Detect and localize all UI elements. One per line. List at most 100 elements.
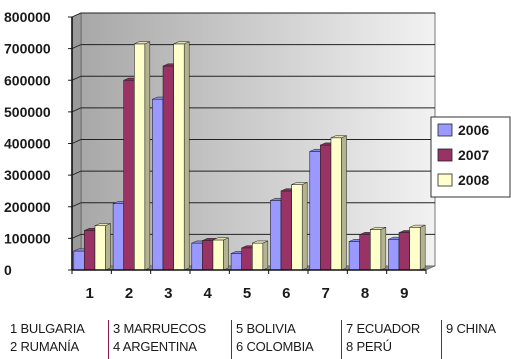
x-tick-label: 7	[321, 285, 329, 302]
gridline	[71, 12, 435, 18]
bar-side	[419, 224, 426, 271]
legend-label-2007: 2007	[458, 147, 489, 163]
gridline	[71, 107, 435, 113]
bar-top	[134, 41, 150, 45]
legend-swatch-2007	[437, 148, 453, 162]
gridline	[71, 75, 435, 81]
country-key: 1 BULGARIA 2 RUMANÍA 3 MARRUECOS 4 ARGEN…	[0, 320, 511, 359]
country-label: 5 BOLIVIA	[236, 321, 296, 336]
x-tick-label: 9	[400, 285, 408, 302]
country-label: 3 MARRUECOS	[113, 321, 207, 336]
y-tick-label: 600000	[4, 72, 51, 88]
bar-side	[144, 41, 151, 271]
x-tick-label: 8	[361, 285, 369, 302]
x-tick-label: 1	[85, 285, 93, 302]
x-axis-tick-labels: 1 2 3 4 5 6 7 8 9	[85, 285, 408, 302]
bar-front	[241, 247, 253, 271]
country-label: 6 COLOMBIA	[236, 339, 314, 354]
bar-front	[212, 239, 224, 271]
bar-front	[162, 65, 174, 271]
bar-front	[134, 43, 146, 271]
bar-2008-cat-6	[291, 182, 308, 271]
legend: 2006 2007 2008	[430, 116, 511, 198]
bar-front	[398, 232, 410, 271]
bar-side	[262, 240, 269, 271]
bar-side	[341, 135, 347, 271]
bar-side	[223, 237, 229, 271]
y-tick-label: 300000	[4, 167, 51, 183]
bar-front	[280, 190, 292, 271]
bar-front	[409, 227, 421, 271]
country-label: 1 BULGARIA	[10, 321, 85, 336]
bar-front	[152, 98, 164, 271]
country-column-3: 5 BOLIVIA 6 COLOMBIA	[231, 320, 314, 359]
country-column-5: 9 CHINA	[441, 320, 496, 359]
bar-front	[330, 137, 342, 271]
legend-label-2008: 2008	[458, 172, 489, 188]
bar-top	[370, 227, 386, 230]
bar-front	[348, 241, 361, 271]
x-tick-label: 5	[243, 285, 251, 302]
bar-front	[309, 151, 321, 271]
bar-front	[84, 230, 96, 271]
bar-2008-cat-3	[173, 41, 190, 271]
bar-2008-cat-7	[330, 135, 347, 271]
y-tick-label: 100000	[4, 230, 51, 246]
x-tick-label: 6	[282, 285, 290, 302]
bar-top	[173, 41, 190, 45]
bars	[73, 41, 426, 271]
country-label: 8 PERÚ	[346, 339, 392, 354]
bar-2008-cat-2	[134, 41, 151, 271]
country-column-1: 1 BULGARIA 2 RUMANÍA	[6, 320, 85, 359]
bar-top	[94, 223, 111, 226]
bar-side	[105, 223, 111, 271]
y-tick-label: 800000	[4, 9, 51, 25]
x-tick-label: 4	[203, 285, 212, 302]
country-label: 9 CHINA	[446, 321, 496, 336]
y-tick-label: 400000	[4, 136, 51, 152]
bar-front	[252, 242, 264, 271]
bar-front	[202, 240, 214, 271]
bar-2008-cat-1	[94, 223, 111, 271]
legend-label-2006: 2006	[458, 122, 489, 138]
bar-chart: 0 100000 200000 300000 400000 500000 600000 700…	[4, 9, 511, 302]
y-tick-label: 0	[4, 262, 12, 278]
bar-side	[301, 182, 308, 271]
y-tick-label: 200000	[4, 199, 51, 215]
bar-top	[252, 240, 268, 244]
y-axis-tick-labels: 0 100000 200000 300000 400000 500000 600000 700…	[4, 9, 51, 278]
y-tick-label: 700000	[4, 41, 51, 57]
bar-top	[409, 224, 426, 228]
country-column-2: 3 MARRUECOS 4 ARGENTINA	[108, 320, 206, 359]
bar-top	[212, 237, 229, 241]
bar-2008-cat-5	[252, 240, 269, 271]
legend-swatch-2008	[437, 173, 453, 187]
x-tick-label: 2	[125, 285, 133, 302]
x-tick-label: 3	[164, 285, 172, 302]
country-label: 7 ECUADOR	[346, 321, 421, 336]
bar-top	[330, 135, 347, 139]
country-label: 2 RUMANÍA	[10, 339, 79, 354]
bar-side	[183, 41, 190, 271]
bar-front	[369, 229, 382, 271]
bar-front	[112, 203, 124, 271]
bar-front	[388, 239, 400, 271]
bar-side	[380, 226, 387, 271]
bar-front	[173, 43, 185, 271]
bar-front	[270, 200, 282, 271]
bar-front	[191, 242, 203, 271]
bar-front	[123, 79, 135, 271]
gridline	[71, 44, 435, 50]
country-label: 4 ARGENTINA	[113, 339, 197, 354]
bar-2008-cat-4	[212, 237, 229, 271]
axes	[71, 17, 427, 274]
bar-front	[320, 144, 332, 271]
bar-top	[291, 182, 308, 185]
y-tick-label: 500000	[4, 104, 51, 120]
bar-front	[359, 234, 371, 271]
legend-swatch-2006	[437, 123, 453, 137]
bar-front	[291, 184, 303, 271]
gridline	[71, 139, 435, 144]
bar-front	[230, 253, 243, 271]
bar-front	[94, 225, 106, 271]
